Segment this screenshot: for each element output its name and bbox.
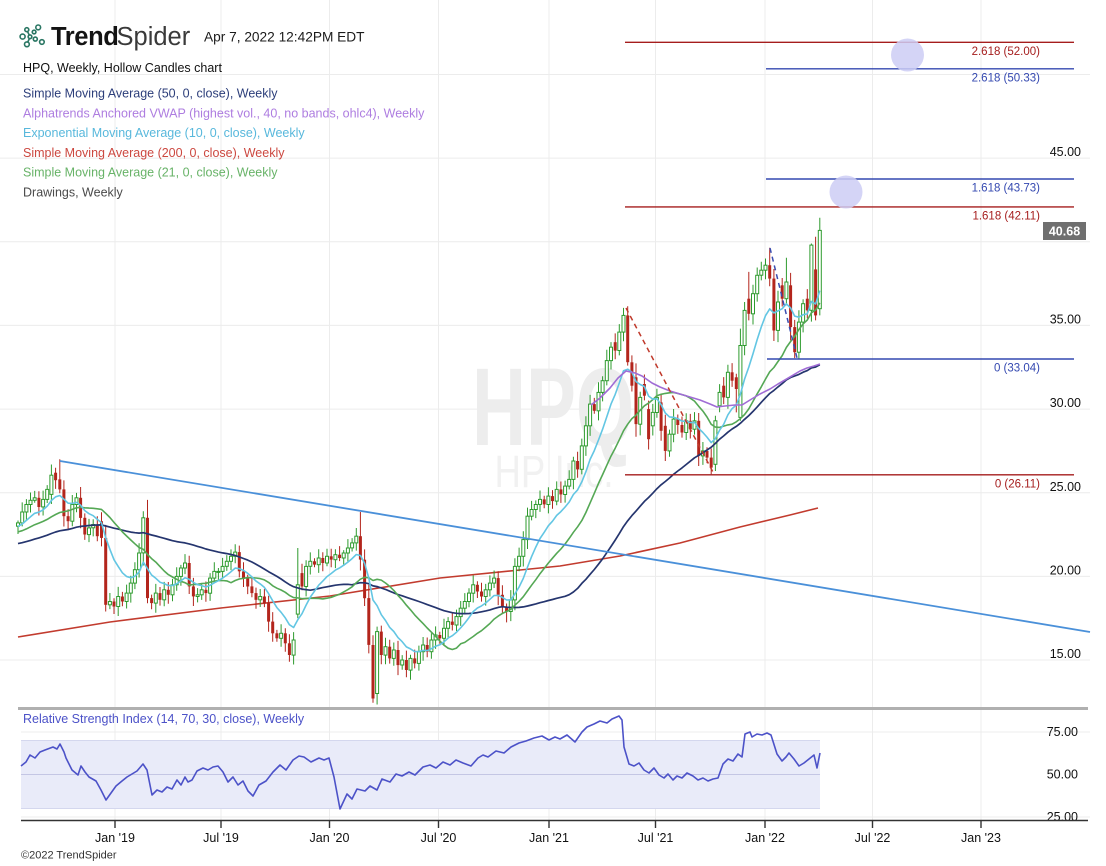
svg-text:Alphatrends Anchored VWAP (hig: Alphatrends Anchored VWAP (highest vol.,…	[23, 106, 425, 120]
svg-text:Jul '19: Jul '19	[203, 831, 239, 845]
svg-text:Simple Moving Average (21, 0,: Simple Moving Average (21, 0, close), We…	[23, 166, 278, 180]
svg-text:Drawings, Weekly: Drawings, Weekly	[23, 186, 124, 200]
svg-text:25.00: 25.00	[1050, 480, 1081, 494]
svg-text:0 (33.04): 0 (33.04)	[994, 363, 1040, 375]
svg-text:50.00: 50.00	[1047, 768, 1078, 782]
svg-text:Jan '21: Jan '21	[529, 831, 569, 845]
svg-text:0 (26.11): 0 (26.11)	[995, 478, 1040, 490]
svg-text:45.00: 45.00	[1050, 145, 1081, 159]
svg-text:Jan '22: Jan '22	[745, 831, 785, 845]
svg-text:Jul '20: Jul '20	[421, 831, 457, 845]
svg-text:Jul '21: Jul '21	[638, 831, 674, 845]
svg-text:30.00: 30.00	[1050, 396, 1081, 410]
svg-text:Simple Moving Average (50, 0,: Simple Moving Average (50, 0, close), We…	[23, 87, 278, 101]
svg-text:Jan '23: Jan '23	[961, 831, 1001, 845]
svg-text:Simple Moving Average (200, 0,: Simple Moving Average (200, 0, close), W…	[23, 146, 285, 160]
svg-text:Relative Strength Index (14, 7: Relative Strength Index (14, 70, 30, clo…	[23, 712, 305, 726]
svg-text:2.618 (52.00): 2.618 (52.00)	[972, 46, 1041, 58]
svg-text:Exponential Moving Average (10: Exponential Moving Average (10, 0, close…	[23, 126, 305, 140]
svg-text:15.00: 15.00	[1050, 647, 1081, 661]
svg-text:1.618 (43.73): 1.618 (43.73)	[972, 183, 1041, 195]
svg-text:2.618 (50.33): 2.618 (50.33)	[972, 72, 1041, 84]
svg-text:35.00: 35.00	[1050, 312, 1081, 326]
svg-text:Jul '22: Jul '22	[855, 831, 891, 845]
svg-text:40.68: 40.68	[1049, 225, 1080, 239]
svg-text:Spider: Spider	[117, 23, 191, 51]
svg-text:HPQ, Weekly, Hollow Candles ch: HPQ, Weekly, Hollow Candles chart	[23, 61, 222, 75]
svg-text:20.00: 20.00	[1050, 563, 1081, 577]
svg-text:75.00: 75.00	[1047, 725, 1078, 739]
svg-text:Trend: Trend	[51, 23, 118, 51]
svg-text:Jan '20: Jan '20	[310, 831, 350, 845]
svg-text:Apr 7, 2022 12:42PM EDT: Apr 7, 2022 12:42PM EDT	[204, 30, 365, 45]
svg-text:HP Inc.: HP Inc.	[495, 446, 614, 497]
svg-text:Jan '19: Jan '19	[95, 831, 135, 845]
svg-text:©2022 TrendSpider: ©2022 TrendSpider	[21, 850, 117, 862]
svg-text:1.618 (42.11): 1.618 (42.11)	[972, 210, 1040, 222]
svg-text:25.00: 25.00	[1047, 810, 1078, 824]
